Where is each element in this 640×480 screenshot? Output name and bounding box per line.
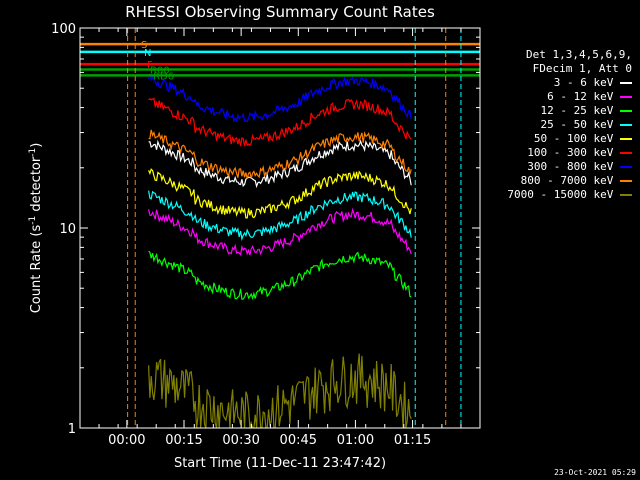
legend-entry-label: 3 - 6 keV [553, 76, 620, 89]
x-axis-label: Start Time (11-Dec-11 23:47:42) [174, 456, 386, 471]
legend-entry: 7000 - 15000 keV [482, 188, 632, 202]
flag-label: R00 [150, 66, 170, 77]
legend-entry: 12 - 25 keV [482, 104, 632, 118]
plot-frame [79, 27, 481, 429]
series-line [148, 129, 412, 179]
legend-swatch [620, 138, 632, 140]
x-tick-label: 01:00 [337, 433, 374, 448]
footer-timestamp: 23-Oct-2021 05:29 [554, 468, 636, 477]
series-line [148, 139, 412, 189]
legend-entry: 3 - 6 keV [482, 76, 632, 90]
y-axis-label: Count Rate (s-1 detector-1) [28, 143, 44, 314]
chart-title: RHESSI Observing Summary Count Rates [125, 3, 435, 21]
series-line [148, 353, 412, 429]
legend-entry-label: 7000 - 15000 keV [507, 188, 620, 201]
legend-swatch [620, 124, 632, 126]
legend-swatch [620, 110, 632, 112]
x-tick-label: 00:45 [280, 433, 317, 448]
x-tick-label: 00:00 [108, 433, 145, 448]
legend-entry-label: 6 - 12 keV [547, 90, 620, 103]
series-line [148, 190, 412, 242]
series-line [148, 250, 412, 301]
legend: Det 1,3,4,5,6,9, FDecim 1, Att 0 3 - 6 k… [482, 48, 632, 202]
legend-swatch [620, 82, 632, 84]
flag-label: N [144, 48, 151, 59]
legend-swatch [620, 96, 632, 98]
flag-label: S [141, 40, 147, 51]
series-line [148, 168, 412, 219]
flag-label: RD6 [153, 71, 174, 82]
legend-entry: 6 - 12 keV [482, 90, 632, 104]
legend-title-line-1: Det 1,3,4,5,6,9, [526, 48, 632, 61]
y-tick-label: 1 [68, 422, 76, 437]
legend-entry: 25 - 50 keV [482, 118, 632, 132]
legend-swatch [620, 194, 632, 196]
y-tick-label: 10 [59, 222, 76, 237]
legend-swatch [620, 166, 632, 168]
legend-entry-label: 25 - 50 keV [540, 118, 620, 131]
legend-swatch [620, 180, 632, 182]
series-line [148, 73, 412, 123]
legend-entry-label: 300 - 800 keV [527, 160, 620, 173]
legend-entry-label: 50 - 100 keV [533, 132, 620, 145]
flag-label: F [147, 60, 153, 71]
x-tick-label: 00:30 [222, 433, 259, 448]
legend-entry-label: 800 - 7000 keV [520, 174, 620, 187]
x-tick-label: 00:15 [165, 433, 202, 448]
series-line [148, 97, 412, 147]
legend-entry: 100 - 300 keV [482, 146, 632, 160]
legend-entry: 50 - 100 keV [482, 132, 632, 146]
legend-entry: 300 - 800 keV [482, 160, 632, 174]
legend-entry: 800 - 7000 keV [482, 174, 632, 188]
y-tick-label: 100 [51, 22, 76, 37]
legend-entry-label: 12 - 25 keV [540, 104, 620, 117]
legend-entry-label: 100 - 300 keV [527, 146, 620, 159]
legend-swatch [620, 152, 632, 154]
legend-title-line-2: FDecim 1, Att 0 [532, 62, 632, 75]
x-tick-label: 01:15 [394, 433, 431, 448]
series-line [148, 207, 412, 257]
